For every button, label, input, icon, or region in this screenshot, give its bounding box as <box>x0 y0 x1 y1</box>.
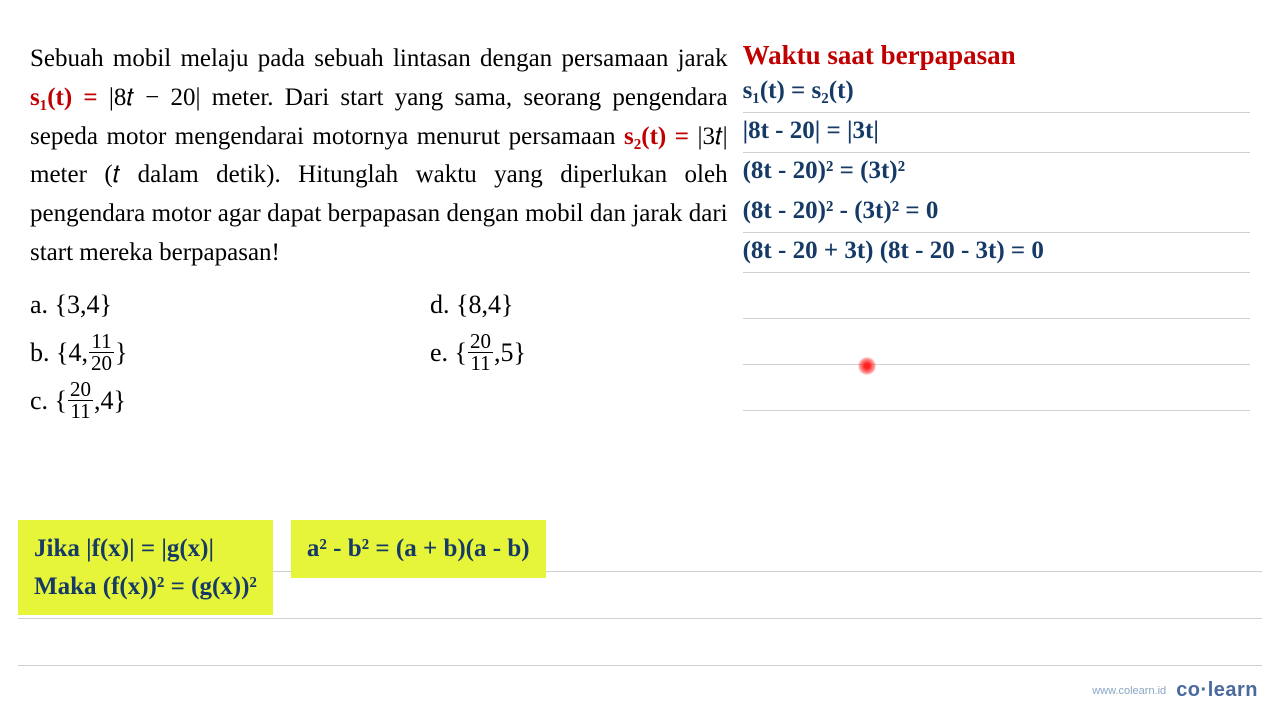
option-c: c. { 2011 ,4} <box>30 377 430 425</box>
formula-1-line-1: Jika |f(x)| = |g(x)| <box>34 530 257 568</box>
formula-box-2: a² - b² = (a + b)(a - b) <box>291 520 546 578</box>
footer-url: www.colearn.id <box>1092 685 1166 697</box>
footer: www.colearn.id co·learn <box>1092 679 1258 702</box>
option-a: a. {3,4} <box>30 281 430 329</box>
option-b: b. {4, 1120 } <box>30 329 430 377</box>
problem-eq1b: |8𝑡 − 20| meter. Dari start yang sama, s… <box>30 84 728 150</box>
formula-box-1: Jika |f(x)| = |g(x)| Maka (f(x))² = (g(x… <box>18 520 273 615</box>
work-line-4: (8t - 20)² - (3t)² = 0 <box>743 193 1250 233</box>
pointer-dot <box>858 357 876 375</box>
problem-part1: Sebuah mobil melaju pada sebuah lintasan… <box>30 45 728 72</box>
fraction-b: 1120 <box>89 331 114 374</box>
main-container: Sebuah mobil melaju pada sebuah lintasan… <box>0 0 1280 425</box>
work-line-2: |8t - 20| = |3t| <box>743 113 1250 153</box>
footer-logo: co·learn <box>1176 679 1258 702</box>
empty-line-2 <box>743 319 1250 365</box>
problem-text: Sebuah mobil melaju pada sebuah lintasan… <box>30 40 728 273</box>
work-title: Waktu saat berpapasan <box>743 40 1250 71</box>
work-column: Waktu saat berpapasan s₁(t) = s₂(t) |8t … <box>738 40 1250 425</box>
problem-column: Sebuah mobil melaju pada sebuah lintasan… <box>30 40 738 425</box>
answer-options: a. {3,4} d. {8,4} b. {4, 1120 } e. { 201… <box>30 281 728 425</box>
formula-1-line-2: Maka (f(x))² = (g(x))² <box>34 568 257 606</box>
fraction-c: 2011 <box>68 379 93 422</box>
equation-s2: s₂(t) = <box>624 123 698 150</box>
formula-2: a² - b² = (a + b)(a - b) <box>307 530 530 568</box>
option-e: e. { 2011 ,5} <box>430 329 526 377</box>
work-line-3: (8t - 20)² = (3t)² <box>743 153 1250 193</box>
empty-line-1 <box>743 273 1250 319</box>
formula-boxes: Jika |f(x)| = |g(x)| Maka (f(x))² = (g(x… <box>18 520 546 615</box>
work-line-5: (8t - 20 + 3t) (8t - 20 - 3t) = 0 <box>743 233 1250 273</box>
option-d: d. {8,4} <box>430 281 513 329</box>
work-line-1: s₁(t) = s₂(t) <box>743 73 1250 113</box>
fraction-e: 2011 <box>468 331 493 374</box>
equation-s1: s₁(t) = <box>30 84 109 111</box>
empty-line-3 <box>743 365 1250 411</box>
